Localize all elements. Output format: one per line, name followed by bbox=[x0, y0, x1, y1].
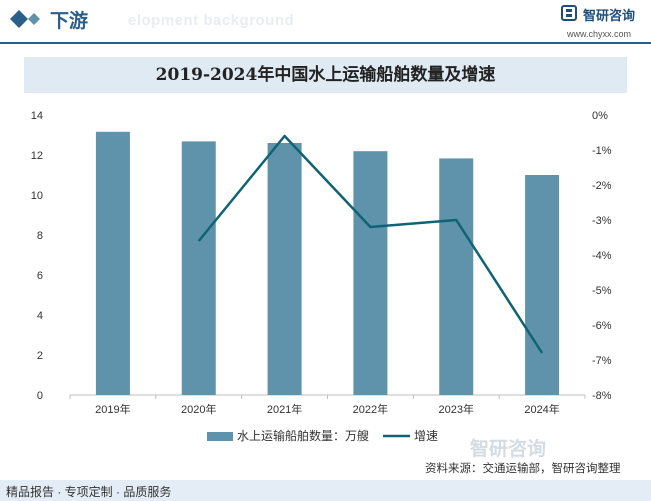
x-tick-label: 2022年 bbox=[353, 402, 388, 416]
x-tick-label: 2023年 bbox=[439, 402, 474, 416]
bar bbox=[439, 158, 474, 395]
y-right-tick-label: -5% bbox=[592, 285, 612, 297]
y-left-tick-label: 14 bbox=[31, 110, 43, 122]
logo-icon bbox=[561, 5, 577, 21]
chart-canvas: 0 2 4 6 8 10 12 14 0% -1% -2% -3% -4% -5% -6% -7% -8% 201… bbox=[31, 110, 612, 443]
y-left-tick-label: 4 bbox=[37, 310, 43, 322]
y-right-tick-label: -1% bbox=[592, 145, 612, 157]
y-right-tick-label: -8% bbox=[592, 390, 612, 402]
site-url[interactable]: www.chyxx.com bbox=[567, 29, 632, 39]
brand-logo[interactable]: 智研咨询 bbox=[561, 5, 641, 23]
y-right-tick-label: -3% bbox=[592, 215, 612, 227]
bar bbox=[353, 151, 388, 395]
growth-line bbox=[197, 134, 544, 354]
bar bbox=[525, 175, 560, 395]
y-left-tick-label: 2 bbox=[37, 350, 43, 362]
watermark-logo: 智研咨询 bbox=[470, 439, 547, 460]
bar bbox=[181, 141, 216, 395]
y-right-tick-label: -2% bbox=[592, 180, 612, 192]
y-left-tick-label: 10 bbox=[31, 190, 43, 202]
legend-label-bar: 水上运输船舶数量：万艘 bbox=[237, 428, 369, 443]
y-left-tick-label: 12 bbox=[31, 150, 43, 162]
header-watermark: elopment background bbox=[128, 12, 295, 29]
footer-bar bbox=[0, 480, 651, 501]
x-tick-label: 2024年 bbox=[524, 402, 559, 416]
y-left-tick-label: 0 bbox=[37, 390, 43, 402]
y-right-tick-label: 0% bbox=[592, 110, 608, 122]
x-tick-label: 2020年 bbox=[181, 402, 216, 416]
chart-title: 2019-2024年中国水上运输船舶数量及增速 bbox=[155, 65, 496, 85]
footer-services: 精品报告 · 专项定制 · 品质服务 bbox=[6, 485, 172, 499]
header-bar: 下游 elopment background 智研咨询 www.chyxx.co… bbox=[0, 0, 651, 44]
header-divider bbox=[0, 42, 651, 44]
diamond-small-icon bbox=[28, 13, 40, 25]
y-right-tick-label: -7% bbox=[592, 355, 612, 367]
bar bbox=[267, 143, 302, 395]
logo-text: 智研咨询 bbox=[583, 8, 636, 23]
x-tick-label: 2021年 bbox=[267, 402, 302, 416]
section-title: 下游 bbox=[50, 11, 89, 32]
diamond-icon bbox=[10, 10, 28, 28]
legend-swatch-bar bbox=[207, 432, 233, 441]
x-tick-label: 2019年 bbox=[95, 402, 130, 416]
data-source: 资料来源：交通运输部，智研咨询整理 bbox=[425, 463, 621, 475]
y-left-tick-label: 6 bbox=[37, 270, 43, 282]
legend-label-line: 增速 bbox=[414, 429, 438, 443]
y-right-tick-label: -4% bbox=[592, 250, 612, 262]
bar bbox=[95, 131, 130, 396]
y-right-tick-label: -6% bbox=[592, 320, 612, 332]
chart-title-box: 2019-2024年中国水上运输船舶数量及增速 bbox=[24, 57, 627, 93]
y-left-tick-label: 8 bbox=[37, 230, 43, 242]
